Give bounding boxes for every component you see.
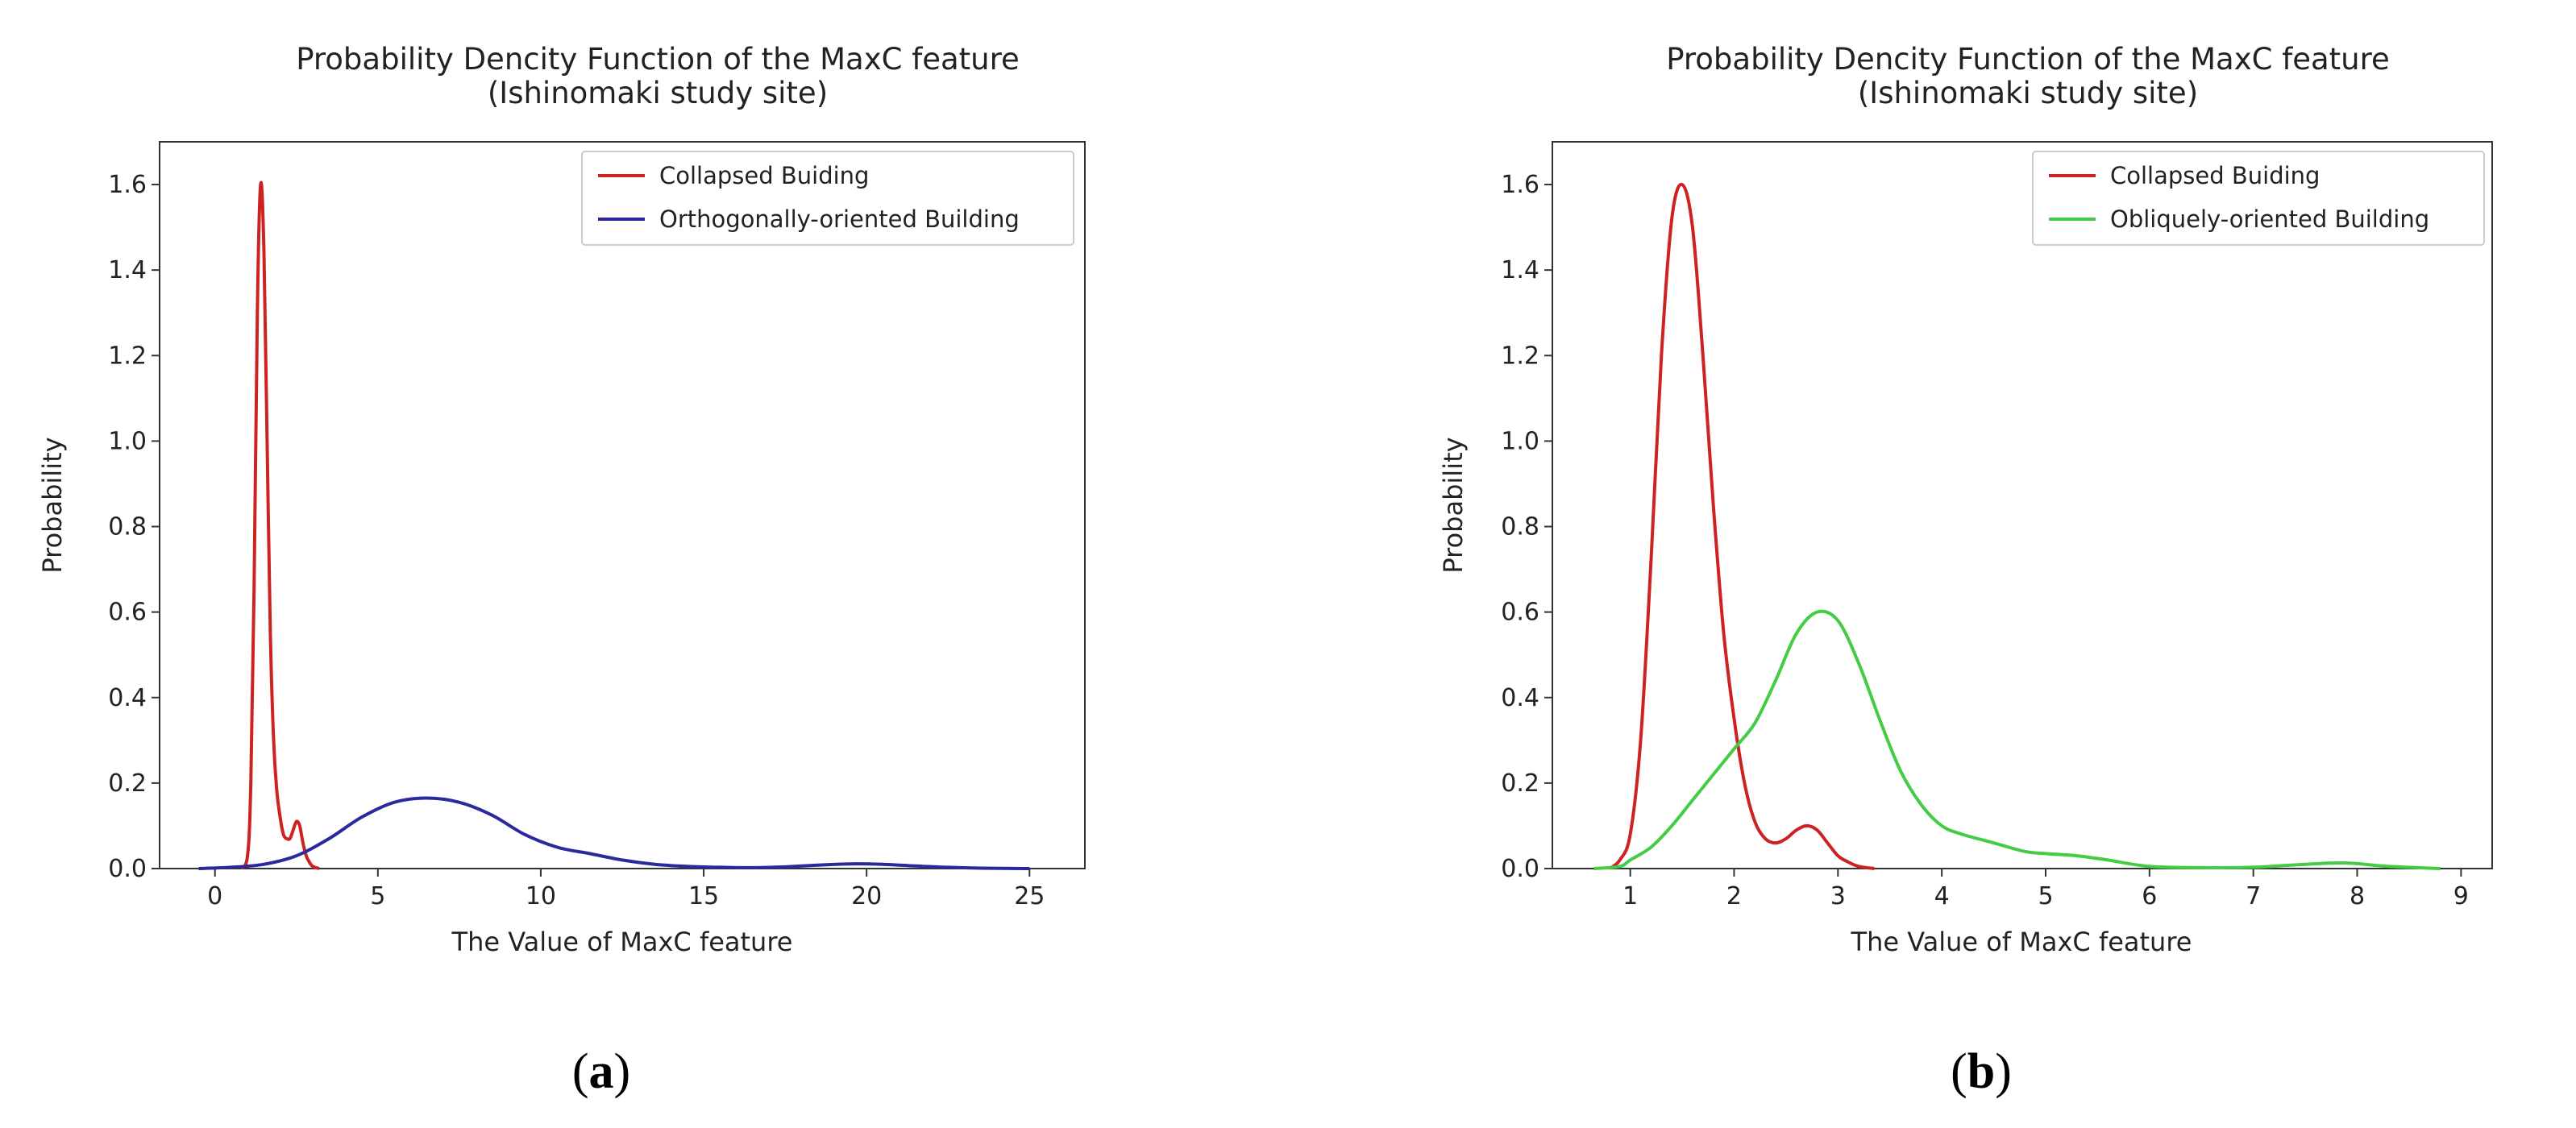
chart-subtitle: (Ishinomaki study site)	[1858, 76, 2198, 110]
y-tick-label: 1.2	[108, 342, 147, 370]
y-tick-label: 1.0	[108, 427, 147, 455]
x-tick-label: 5	[2038, 882, 2053, 910]
curves	[1593, 182, 2441, 870]
y-tick-label: 1.4	[108, 256, 147, 284]
legend: Collapsed Buiding Obliquely-oriented Bui…	[2032, 151, 2485, 246]
chart-title: Probability Dencity Function of the MaxC…	[296, 42, 1020, 77]
legend: Collapsed Buiding Orthogonally-oriented …	[581, 151, 1074, 246]
legend-label-collapsed: Collapsed Buiding	[659, 162, 869, 189]
y-tick-label: 0.8	[1501, 513, 1539, 541]
y-tick-label: 0.2	[108, 769, 147, 798]
x-tick-label: 4	[1934, 882, 1950, 910]
chart-title: Probability Dencity Function of the MaxC…	[1666, 42, 2390, 77]
x-tick-label: 20	[851, 882, 882, 910]
series-line-orthogonally-oriented-building	[198, 796, 1030, 870]
x-tick-label: 0	[207, 882, 222, 910]
y-axis-label: Probability	[37, 437, 68, 573]
y-axis-ticks: 0.0 0.2 0.4 0.6 0.8 1.0 1.2 1.4 1.6	[108, 171, 160, 883]
series-line-collapsed-buiding	[239, 180, 320, 870]
y-tick-label: 0.0	[108, 855, 147, 883]
x-tick-label: 3	[1830, 882, 1846, 910]
legend-box	[2032, 151, 2485, 246]
x-axis-ticks: 0 5 10 15 20 25	[207, 869, 1045, 910]
y-tick-label: 0.2	[1501, 769, 1539, 798]
y-tick-label: 1.6	[1501, 171, 1539, 199]
y-tick-label: 0.4	[108, 684, 147, 712]
chart-panel-a: Probability Dencity Function of the MaxC…	[37, 42, 1086, 1099]
y-tick-label: 1.4	[1501, 256, 1539, 284]
x-tick-label: 5	[370, 882, 385, 910]
panel-caption-a: (a)	[572, 1044, 630, 1099]
y-tick-label: 1.2	[1501, 342, 1539, 370]
y-tick-label: 0.8	[108, 513, 147, 541]
legend-label-collapsed: Collapsed Buiding	[2110, 162, 2320, 189]
series-line-obliquely-oriented-building	[1593, 609, 2441, 870]
y-tick-label: 0.6	[108, 599, 147, 627]
y-tick-label: 0.0	[1501, 855, 1539, 883]
plot-area	[159, 141, 1086, 869]
y-axis-label: Probability	[1438, 437, 1469, 573]
series-line-collapsed-buiding	[1608, 182, 1875, 870]
legend-label-orthogonal: Orthogonally-oriented Building	[659, 205, 1020, 233]
chart-panel-b: Probability Dencity Function of the MaxC…	[1438, 42, 2493, 1099]
x-axis-label: The Value of MaxC feature	[451, 927, 793, 957]
curves	[198, 180, 1030, 870]
y-tick-label: 1.6	[108, 171, 147, 199]
y-tick-label: 0.6	[1501, 599, 1539, 627]
y-tick-label: 0.4	[1501, 684, 1539, 712]
x-tick-label: 6	[2142, 882, 2157, 910]
panel-caption-b: (b)	[1951, 1044, 2012, 1099]
x-tick-label: 8	[2350, 882, 2365, 910]
y-tick-label: 1.0	[1501, 427, 1539, 455]
x-axis-ticks: 1 2 3 4 5 6 7 8 9	[1622, 869, 2469, 910]
x-tick-label: 15	[688, 882, 719, 910]
x-tick-label: 7	[2246, 882, 2261, 910]
x-tick-label: 9	[2453, 882, 2469, 910]
y-axis-ticks: 0.0 0.2 0.4 0.6 0.8 1.0 1.2 1.4 1.6	[1501, 171, 1552, 883]
panel-letter-b: b	[1967, 1044, 1995, 1099]
x-tick-label: 10	[526, 882, 556, 910]
x-tick-label: 25	[1014, 882, 1045, 910]
x-tick-label: 2	[1726, 882, 1742, 910]
plot-area	[1552, 141, 2493, 869]
x-axis-label: The Value of MaxC feature	[1851, 927, 2192, 957]
legend-label-oblique: Obliquely-oriented Building	[2110, 205, 2429, 233]
x-tick-label: 1	[1622, 882, 1638, 910]
legend-box	[581, 151, 1074, 246]
panel-letter-a: a	[589, 1044, 614, 1099]
chart-subtitle: (Ishinomaki study site)	[488, 76, 828, 110]
